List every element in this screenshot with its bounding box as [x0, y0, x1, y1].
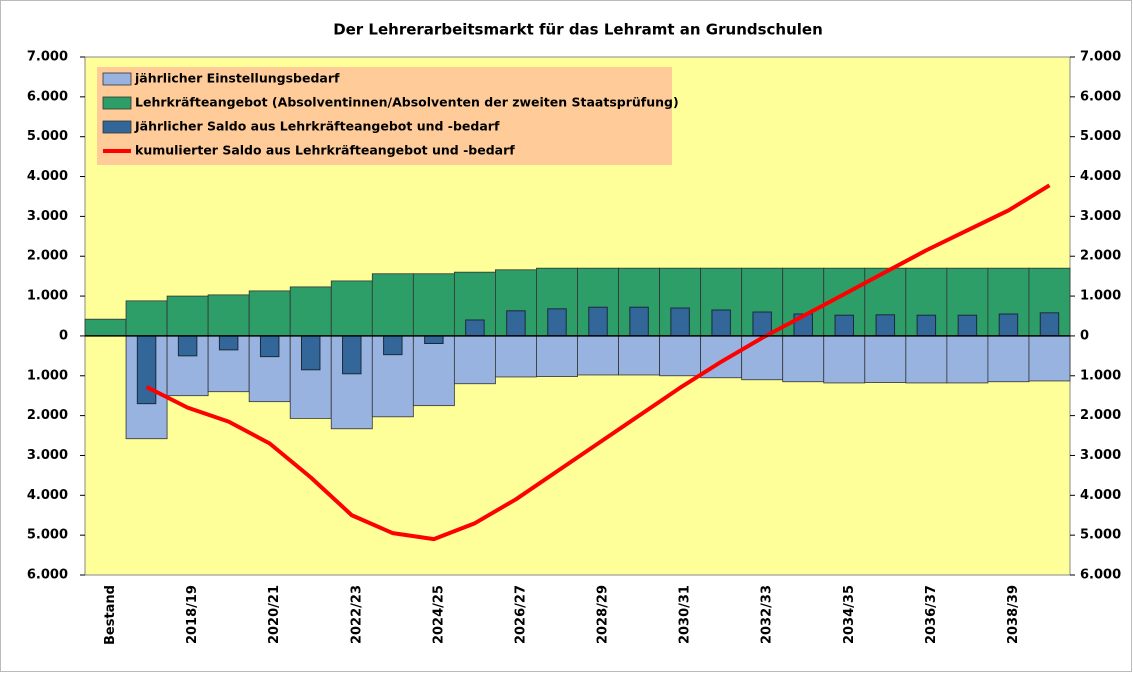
y-tick-label: 2.000: [27, 408, 68, 423]
bar: [864, 335, 907, 383]
legend-label: kumulierter Saldo aus Lehrkräfteangebot …: [135, 143, 515, 158]
bar: [711, 309, 731, 337]
y-tick-label: 6.000: [27, 89, 68, 104]
bar: [371, 273, 414, 337]
x-tick-label: 2032/33: [760, 585, 775, 644]
chart-title: Der Lehrerarbeitsmarkt für das Lehramt a…: [333, 21, 823, 39]
x-tick-label: 2028/29: [596, 585, 611, 644]
bar: [166, 295, 209, 337]
y-tick-label: 0: [59, 328, 68, 343]
bar: [659, 335, 702, 377]
bar: [289, 286, 332, 337]
y-tick-label: 2.000: [1080, 249, 1121, 264]
x-tick-label: Bestand: [103, 585, 118, 645]
bar: [383, 335, 403, 356]
bar: [412, 273, 455, 337]
legend-label: Jährlicher Saldo aus Lehrkräfteangebot u…: [134, 119, 500, 134]
y-tick-label: 6.000: [1080, 89, 1121, 104]
bar: [248, 290, 291, 337]
bar: [1039, 312, 1060, 337]
bar: [916, 314, 937, 337]
bar: [412, 335, 455, 407]
bar: [136, 335, 157, 405]
bar: [465, 319, 485, 337]
y-tick-label: 5.000: [27, 528, 68, 543]
bar: [987, 335, 1030, 383]
bar: [823, 335, 866, 384]
y-tick-label: 2.000: [27, 249, 68, 264]
y-tick-label: 3.000: [27, 209, 68, 224]
y-tick-label: 3.000: [1080, 448, 1121, 463]
x-tick-label: 2030/31: [678, 585, 693, 644]
y-tick-label: 5.000: [27, 129, 68, 144]
y-tick-label: 2.000: [1080, 408, 1121, 423]
bar: [125, 300, 168, 337]
bar: [506, 310, 526, 337]
y-tick-label: 4.000: [1080, 169, 1121, 184]
legend-swatch: [102, 96, 132, 110]
bar: [629, 306, 649, 337]
bar: [177, 335, 198, 357]
x-tick-label: 2034/35: [842, 585, 857, 644]
bar: [741, 335, 784, 381]
bar: [300, 335, 321, 371]
x-tick-label: 2018/19: [185, 585, 200, 644]
bar: [547, 308, 567, 337]
y-tick-label: 1.000: [27, 368, 68, 383]
bar: [495, 335, 537, 378]
y-tick-label: 4.000: [1080, 488, 1121, 503]
bar: [218, 335, 239, 351]
bar: [207, 294, 250, 337]
y-tick-label: 3.000: [1080, 209, 1121, 224]
x-tick-label: 2022/23: [349, 585, 364, 644]
bar: [905, 335, 948, 384]
bar: [782, 335, 825, 383]
y-tick-label: 1.000: [27, 289, 68, 304]
line: [145, 183, 1051, 542]
x-tick-label: 2024/25: [431, 585, 446, 644]
bar: [84, 318, 127, 337]
bar: [946, 335, 989, 384]
y-tick-label: 5.000: [1080, 528, 1121, 543]
legend-box: [97, 67, 672, 165]
bar: [330, 280, 373, 337]
y-tick-label: 0: [1080, 328, 1089, 343]
legend-label: Lehrkräfteangebot (Absolventinnen/Absolv…: [135, 95, 679, 110]
bar: [536, 335, 578, 377]
bar: [1028, 335, 1071, 382]
legend-label: jährlicher Einstellungsbedarf: [134, 71, 340, 86]
bar: [577, 335, 619, 376]
y-tick-label: 1.000: [1080, 368, 1121, 383]
bar: [618, 335, 660, 376]
bar: [834, 314, 855, 337]
y-tick-label: 4.000: [27, 488, 68, 503]
legend-swatch: [102, 72, 132, 86]
bar: [259, 335, 280, 358]
legend-swatch: [102, 120, 132, 134]
x-tick-label: 2026/27: [513, 585, 528, 644]
y-tick-label: 7.000: [27, 50, 68, 65]
bar: [957, 314, 978, 337]
y-tick-label: 7.000: [1080, 50, 1121, 65]
y-tick-label: 6.000: [27, 568, 68, 583]
x-tick-label: 2036/37: [924, 585, 939, 644]
bar: [424, 335, 444, 344]
x-tick-label: 2038/39: [1006, 585, 1021, 644]
bar: [998, 313, 1019, 337]
y-tick-label: 4.000: [27, 169, 68, 184]
bar: [670, 307, 690, 337]
y-tick-label: 5.000: [1080, 129, 1121, 144]
y-tick-label: 3.000: [27, 448, 68, 463]
y-tick-label: 6.000: [1080, 568, 1121, 583]
y-tick-label: 1.000: [1080, 289, 1121, 304]
bar: [453, 335, 496, 385]
bar: [588, 306, 608, 337]
x-tick-label: 2020/21: [267, 585, 282, 644]
bar: [875, 314, 896, 337]
bar: [342, 335, 362, 375]
